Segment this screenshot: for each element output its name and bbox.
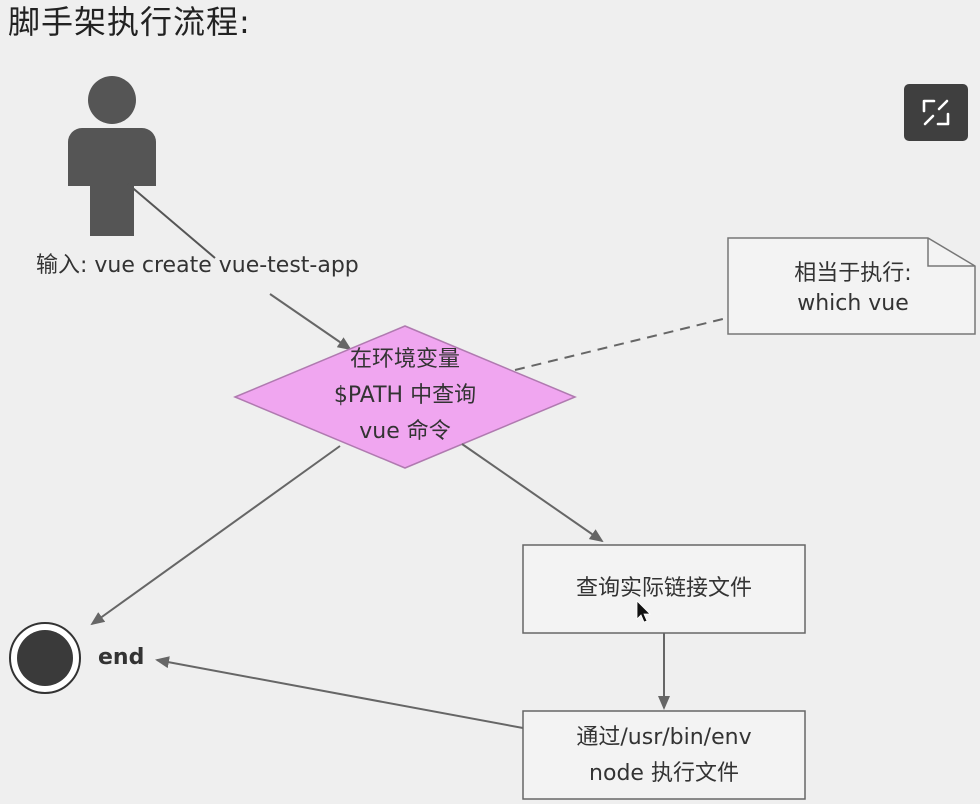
note-line-1: 相当于执行: — [794, 261, 912, 286]
decision-line-3: vue 命令 — [359, 419, 451, 444]
note-fold — [927, 238, 975, 267]
decision-line-1: 在环境变量 — [349, 347, 460, 372]
note-line-2: which vue — [797, 291, 909, 316]
end-node-inner — [17, 630, 73, 686]
arrow-exec-to-end — [155, 656, 524, 729]
note-shape — [727, 237, 976, 335]
page-title: 脚手架执行流程: — [8, 3, 251, 41]
query-box — [522, 544, 806, 634]
note-connector — [514, 317, 728, 371]
input-label: 输入: vue create vue-test-app — [36, 253, 359, 278]
mouse-cursor-icon — [636, 600, 651, 623]
decision-line-2: $PATH 中查询 — [333, 383, 477, 408]
actor-connector — [127, 183, 216, 259]
expand-icon — [922, 99, 950, 126]
query-box-label: 查询实际链接文件 — [575, 576, 752, 601]
arrow-decision-to-end — [90, 445, 341, 626]
end-label: end — [98, 645, 145, 670]
exec-box-line-1: 通过/usr/bin/env — [576, 725, 752, 750]
exec-box-line-2: node 执行文件 — [589, 761, 739, 786]
arrow-input-to-decision — [269, 293, 352, 351]
actor-figure — [68, 76, 156, 236]
decision-diamond — [233, 325, 577, 469]
expand-button[interactable] — [904, 84, 968, 141]
exec-box — [522, 710, 806, 800]
arrow-decision-to-query — [461, 443, 604, 543]
